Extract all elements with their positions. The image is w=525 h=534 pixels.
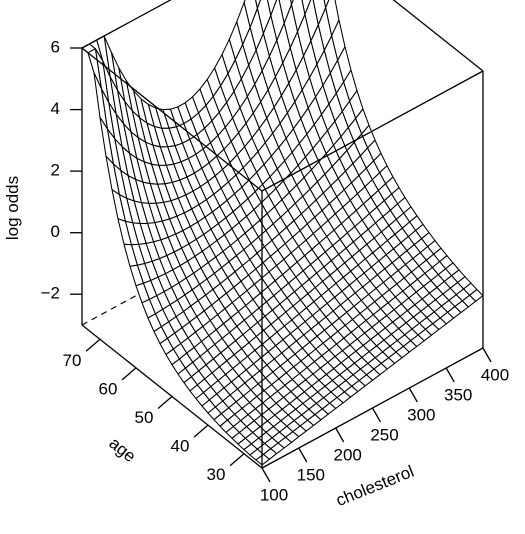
tick-label: 50: [135, 408, 154, 427]
surface-facet: [255, 453, 270, 466]
x-tick: [371, 407, 382, 423]
box-edge: [261, 70, 484, 192]
tick-label: 200: [334, 445, 362, 464]
tick-label: 6: [51, 37, 60, 56]
x-tick: [335, 427, 345, 443]
tick-label: −2: [41, 284, 60, 303]
y-tick: [121, 367, 137, 381]
x-tick: [408, 387, 418, 403]
x-tick: [298, 447, 308, 463]
surface-mesh: [81, 0, 484, 466]
z-axis-label: log odds: [3, 176, 22, 240]
tick-label: 60: [99, 379, 118, 398]
tick-label: 2: [51, 161, 60, 180]
x-tick: [482, 347, 492, 363]
box-edge: [392, 0, 484, 72]
tick-label: 150: [297, 465, 325, 484]
x-axis-label: cholesterol: [333, 462, 416, 510]
tick-label: 300: [407, 405, 435, 424]
tick-label: 70: [63, 351, 82, 370]
tick-label: 100: [260, 485, 288, 504]
y-tick: [229, 453, 245, 467]
y-axis-label: age: [105, 433, 139, 466]
tick-label: 40: [171, 437, 190, 456]
tick-label: 4: [51, 99, 60, 118]
y-tick: [157, 396, 173, 409]
box-edge: [81, 0, 172, 49]
y-tick: [85, 338, 101, 352]
tick-label: 350: [444, 385, 472, 404]
tick-label: 400: [481, 365, 509, 384]
axis-ticks: 100 150 200 250 300 350 400 30 40 50 60 70 −2 0 2 4 6: [41, 37, 510, 504]
tick-label: 250: [370, 425, 398, 444]
tick-label: 30: [207, 465, 226, 484]
x-tick: [261, 467, 271, 483]
tick-label: 0: [51, 222, 60, 241]
x-tick: [445, 367, 455, 383]
y-tick: [193, 424, 209, 438]
box-edge: [81, 47, 263, 192]
